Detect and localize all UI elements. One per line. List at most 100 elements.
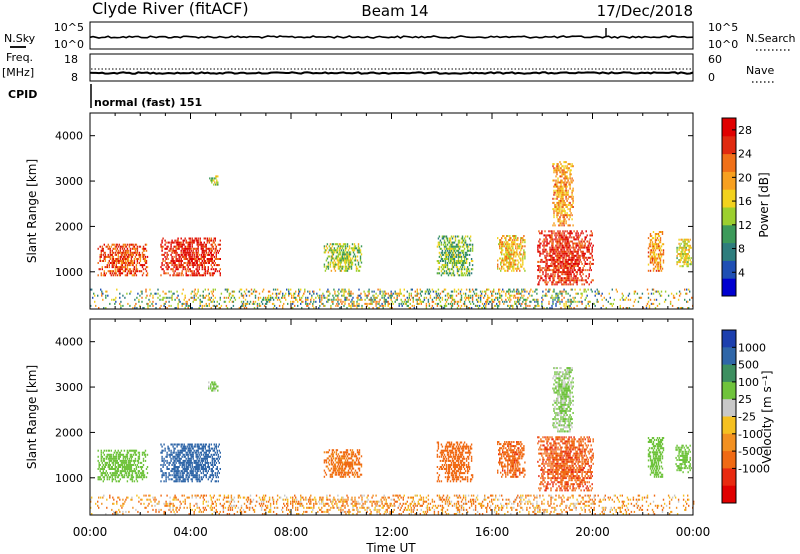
scatter-cell — [442, 307, 445, 309]
scatter-cell — [561, 271, 563, 274]
scatter-cell — [553, 222, 555, 225]
scatter-cell — [556, 214, 558, 217]
scatter-cell — [248, 290, 251, 293]
scatter-cell — [323, 265, 326, 268]
scatter-cell — [232, 304, 235, 307]
scatter-cell — [462, 292, 465, 295]
scatter-cell — [136, 260, 139, 262]
scatter-cell — [590, 242, 592, 245]
scatter-cell — [652, 247, 655, 250]
scatter-cell — [572, 252, 574, 255]
colorbar-tick-label: 24 — [738, 148, 752, 161]
scatter-cell — [652, 245, 655, 248]
scatter-cell — [659, 263, 662, 266]
scatter-cell — [573, 246, 575, 249]
scatter-cell — [112, 464, 114, 466]
scatter-cell — [563, 199, 565, 202]
scatter-cell — [130, 459, 133, 462]
scatter-cell — [553, 167, 555, 170]
scatter-cell — [165, 258, 167, 260]
scatter-cell — [512, 304, 514, 307]
scatter-cell — [214, 258, 216, 260]
scatter-cell — [556, 252, 558, 255]
scatter-cell — [377, 294, 379, 297]
scatter-cell — [245, 302, 248, 305]
scatter-cell — [658, 249, 661, 252]
scatter-cell — [583, 283, 585, 286]
scatter-cell — [510, 290, 512, 293]
scatter-cell — [126, 449, 129, 452]
scatter-cell — [569, 183, 571, 186]
scatter-cell — [507, 296, 509, 299]
scatter-cell — [556, 294, 558, 297]
scatter-cell — [465, 304, 468, 307]
scatter-cell — [328, 249, 331, 252]
scatter-cell — [108, 264, 110, 267]
scatter-cell — [556, 197, 558, 200]
scatter-cell — [572, 244, 574, 247]
scatter-cell — [452, 274, 455, 277]
scatter-cell — [347, 259, 350, 262]
scatter-cell — [425, 307, 428, 309]
scatter-cell — [520, 265, 522, 268]
scatter-cell — [584, 269, 586, 272]
scatter-cell — [449, 247, 452, 250]
scatter-cell — [177, 247, 179, 250]
scatter-cell — [117, 266, 119, 269]
scatter-cell — [455, 249, 458, 252]
scatter-cell — [97, 455, 99, 458]
scatter-cell — [103, 255, 105, 258]
scatter-cell — [439, 304, 442, 307]
scatter-cell — [651, 288, 654, 291]
scatter-cell — [556, 165, 558, 168]
scatter-cell — [603, 296, 605, 299]
scatter-cell — [307, 304, 309, 307]
scatter-cell — [456, 253, 459, 256]
scatter-cell — [435, 294, 438, 297]
scatter-cell — [127, 468, 130, 470]
scatter-cell — [445, 258, 448, 260]
scatter-cell — [443, 266, 446, 269]
scatter-cell — [416, 294, 418, 297]
scatter-cell — [352, 302, 354, 305]
scatter-cell — [373, 290, 375, 293]
scatter-cell — [538, 275, 540, 278]
scatter-cell — [509, 259, 511, 262]
scatter-cell — [517, 263, 519, 266]
scatter-cell — [168, 290, 170, 293]
scatter-cell — [121, 253, 124, 256]
scatter-cell — [124, 270, 127, 273]
scatter-cell — [548, 252, 550, 255]
scatter-cell — [650, 249, 653, 252]
scatter-cell — [501, 290, 503, 293]
scatter-cell — [360, 298, 362, 301]
scatter-cell — [202, 274, 204, 277]
scatter-cell — [384, 294, 386, 297]
scatter-cell — [570, 236, 572, 239]
scatter-cell — [200, 253, 202, 256]
scatter-cell — [462, 274, 465, 277]
scatter-cell — [586, 250, 588, 253]
scatter-cell — [232, 294, 235, 297]
scatter-cell — [171, 258, 173, 260]
colorbar-tick-label: 8 — [738, 243, 745, 256]
scatter-cell — [129, 470, 132, 473]
scatter-cell — [592, 262, 594, 265]
scatter-cell — [502, 288, 504, 291]
scatter-cell — [557, 185, 559, 188]
scatter-cell — [457, 243, 460, 246]
scatter-cell — [342, 300, 344, 303]
scatter-cell — [414, 294, 416, 297]
scatter-cell — [196, 268, 198, 271]
scatter-cell — [439, 292, 442, 295]
scatter-cell — [162, 296, 164, 299]
scatter-cell — [184, 268, 186, 271]
scatter-cell — [597, 290, 599, 293]
scatter-cell — [438, 255, 441, 258]
scatter-cell — [500, 261, 502, 264]
scatter-cell — [428, 302, 431, 305]
scatter-cell — [128, 268, 131, 271]
scatter-cell — [100, 472, 102, 475]
scatter-cell — [568, 265, 570, 267]
scatter-cell — [678, 248, 680, 251]
